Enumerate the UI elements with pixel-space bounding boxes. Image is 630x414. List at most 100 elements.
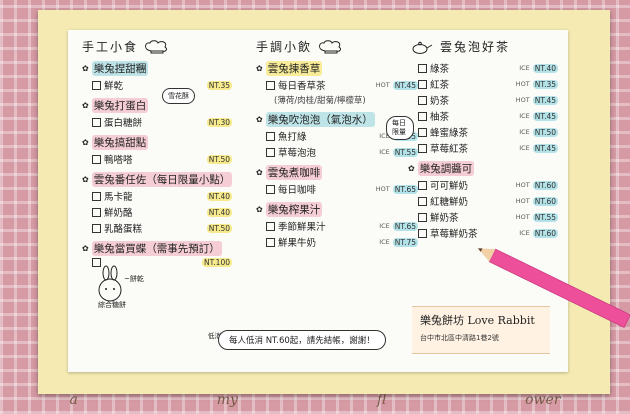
menu-item: 草莓鮮奶茶 ICE NT.60: [418, 226, 558, 240]
menu-item-price: NT.40: [206, 191, 232, 201]
menu-item-price: NT.50: [206, 223, 232, 233]
temperature-tag: ICE: [519, 64, 530, 72]
menu-item-price: NT.60: [532, 228, 558, 238]
menu-item-name: 草莓紅茶: [430, 144, 469, 155]
section-title-text: 雲兔揀香草: [265, 61, 323, 76]
menu-item: 鴨嗒嗒 NT.50: [92, 152, 232, 166]
menu-item: 每日香草茶 HOT NT.45: [266, 78, 418, 92]
flower-icon: ✿: [256, 168, 263, 177]
temperature-tag: HOT: [515, 181, 530, 189]
checkbox-icon: [266, 184, 275, 194]
menu-item-name: 綠茶: [430, 64, 450, 75]
temperature-tag: ICE: [379, 132, 390, 140]
menu-item-name: 魚打綠: [278, 132, 307, 143]
menu-item-price: NT.50: [206, 154, 232, 164]
menu-item-name: 每日香草茶: [278, 81, 326, 92]
menu-item-price: NT.45: [532, 95, 558, 105]
menu-item-name: 鮮奶酪: [104, 208, 133, 219]
menu-item: NT.100: [92, 258, 232, 267]
menu-item-name: 蛋白糖餅: [104, 118, 143, 129]
checkbox-icon: [92, 117, 101, 127]
section-title-text: 樂兔吹泡泡（氣泡水）: [265, 112, 375, 127]
menu-item-name: 季節鮮果汁: [278, 222, 326, 233]
menu-item: 蛋白糖餅 NT.30: [92, 115, 232, 129]
menu-item-name: (薄荷/肉桂/甜菊/檸檬草): [274, 96, 366, 106]
temperature-tag: ICE: [519, 229, 530, 237]
menu-item-price: NT.65: [392, 184, 418, 194]
menu-item-name: 蜂蜜綠茶: [430, 128, 469, 139]
menu-item-name: 鴨嗒嗒: [104, 155, 133, 166]
menu-item: 柚茶 ICE NT.45: [418, 109, 558, 123]
flower-icon: ✿: [82, 101, 89, 110]
menu-item: 紅茶 HOT NT.35: [418, 77, 558, 91]
menu-item-price: NT.40: [532, 63, 558, 73]
menu-item-price: NT.65: [392, 221, 418, 231]
checkbox-icon: [418, 95, 427, 105]
checkbox-icon: [418, 196, 427, 206]
menu-item-name: 每日咖啡: [278, 185, 317, 196]
section-title-text: 樂兔捏甜糰: [91, 61, 149, 76]
menu-section-title: ✿ 樂兔榨果汁: [256, 202, 418, 217]
menu-item: 草莓泡泡 ICE NT.55: [266, 145, 418, 159]
temperature-tag: ICE: [519, 112, 530, 120]
doodle-label: ~餅乾: [124, 275, 144, 283]
column-title: 雲兔泡好茶: [440, 40, 511, 54]
temperature-tag: HOT: [375, 185, 390, 193]
section-title-text: 樂兔調醬可: [417, 161, 475, 176]
flower-icon: ✿: [256, 64, 263, 73]
menu-item-name: 草莓鮮奶茶: [430, 229, 478, 240]
menu-item: 綠茶 ICE NT.40: [418, 61, 558, 75]
chef-hat-icon: [319, 39, 341, 53]
section-title-text: 雲兔番任佐（每日限量小點）: [91, 172, 232, 187]
menu-section-title: ✿ 樂兔吹泡泡（氣泡水）: [256, 112, 418, 127]
checkbox-icon: [266, 131, 275, 141]
menu-item: 鮮奶茶 HOT NT.55: [418, 210, 558, 224]
rabbit-cookie-doodle-icon: [98, 265, 122, 302]
temperature-tag: HOT: [515, 80, 530, 88]
flower-icon: ✿: [82, 244, 89, 253]
menu-section-title: ✿ 樂兔捏甜糰: [82, 61, 232, 76]
section-title-text: 樂兔當買蝶（需事先預訂）: [91, 241, 222, 256]
column-title: 手調小飲: [256, 40, 313, 54]
doodle-label: 綜合糖餅: [98, 301, 126, 309]
checkbox-icon: [418, 127, 427, 137]
flower-icon: ✿: [408, 164, 415, 173]
checkbox-icon: [92, 80, 101, 90]
column-header: 手工小食: [82, 38, 232, 55]
menu-column-drinks: 手調小飲 ✿ 雲兔揀香草 每日香草茶 HOT NT.45 (薄荷/肉桂/甜菊/檸檬草) ✿ 樂…: [256, 38, 418, 249]
menu-item-name: 鮮奶茶: [430, 213, 459, 224]
menu-item-name: 紅糖鮮奶: [430, 197, 469, 208]
menu-item: 每日咖啡 HOT NT.65: [266, 182, 418, 196]
tablecloth-word: ower: [525, 392, 561, 408]
menu-section-title: ✿ 雲兔番任佐（每日限量小點）: [82, 172, 232, 187]
menu-item-price: NT.55: [532, 212, 558, 222]
menu-section-title: ✿ 雲兔揀香草: [256, 61, 418, 76]
menu-item-price: NT.40: [206, 207, 232, 217]
temperature-tag: ICE: [519, 128, 530, 136]
menu-item: 奶茶 HOT NT.45: [418, 93, 558, 107]
checkbox-icon: [418, 111, 427, 121]
checkbox-icon: [92, 258, 101, 267]
checkbox-icon: [418, 212, 427, 222]
menu-section-title: ✿ 樂兔搞甜點: [82, 135, 232, 150]
menu-item-price: NT.55: [392, 147, 418, 157]
checkbox-icon: [418, 180, 427, 190]
menu-item-name: 鮮乾: [104, 81, 124, 92]
menu-item-price: NT.100: [201, 258, 232, 267]
temperature-tag: ICE: [519, 144, 530, 152]
checkbox-icon: [418, 228, 427, 238]
teapot-icon: [412, 41, 433, 54]
checkbox-icon: [92, 223, 101, 233]
temperature-tag: HOT: [515, 197, 530, 205]
menu-item-price: NT.75: [392, 237, 418, 247]
checkbox-icon: [92, 191, 101, 201]
footer-lead: 低消: [208, 332, 221, 340]
menu-item-price: NT.45: [532, 143, 558, 153]
temperature-tag: HOT: [515, 96, 530, 104]
menu-item: 鮮果牛奶 ICE NT.75: [266, 235, 418, 249]
tablecloth-word: a: [69, 392, 78, 408]
menu-item-price: NT.35: [206, 80, 232, 90]
menu-item-price: NT.45: [532, 111, 558, 121]
temperature-tag: HOT: [375, 81, 390, 89]
menu-item-name: 鮮果牛奶: [278, 238, 317, 249]
